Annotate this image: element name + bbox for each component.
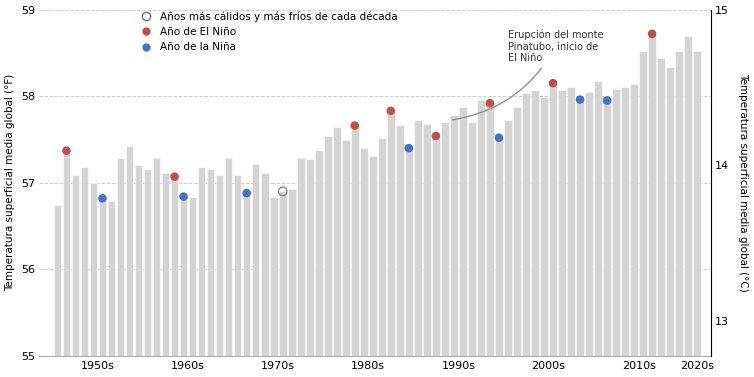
Point: [646, 31, 658, 37]
Bar: [188, 196, 196, 356]
Point: [601, 97, 613, 103]
Bar: [63, 151, 70, 356]
Bar: [405, 148, 412, 356]
Bar: [459, 107, 467, 356]
Point: [349, 123, 361, 129]
Bar: [90, 183, 97, 356]
Bar: [657, 58, 665, 356]
Bar: [414, 120, 421, 356]
Bar: [234, 175, 241, 356]
Bar: [144, 169, 152, 356]
Bar: [567, 87, 575, 356]
Point: [484, 100, 496, 106]
Bar: [161, 173, 170, 356]
Bar: [685, 35, 692, 356]
Point: [385, 108, 397, 114]
Bar: [378, 138, 385, 356]
Bar: [468, 122, 476, 356]
Bar: [676, 51, 683, 356]
Bar: [306, 159, 314, 356]
Bar: [54, 205, 61, 356]
Bar: [324, 136, 332, 356]
Bar: [261, 173, 268, 356]
Bar: [495, 138, 503, 356]
Bar: [279, 192, 287, 356]
Bar: [270, 196, 277, 356]
Point: [177, 193, 189, 199]
Bar: [612, 89, 620, 356]
Point: [574, 97, 586, 103]
Bar: [252, 164, 259, 356]
Bar: [423, 124, 431, 356]
Bar: [387, 111, 394, 356]
Bar: [486, 103, 494, 356]
Bar: [477, 100, 485, 356]
Bar: [333, 127, 341, 356]
Bar: [639, 51, 647, 356]
Bar: [81, 167, 88, 356]
Bar: [558, 90, 566, 356]
Bar: [117, 158, 124, 356]
Bar: [594, 81, 602, 356]
Bar: [108, 201, 115, 356]
Point: [403, 145, 415, 151]
Bar: [288, 189, 296, 356]
Bar: [603, 100, 611, 356]
Bar: [207, 169, 214, 356]
Bar: [549, 83, 557, 356]
Point: [493, 135, 505, 141]
Bar: [216, 175, 223, 356]
Y-axis label: Temperatura superficial media global (°F): Temperatura superficial media global (°F…: [5, 74, 16, 291]
Bar: [297, 158, 305, 356]
Bar: [342, 140, 350, 356]
Bar: [441, 122, 449, 356]
Point: [547, 80, 559, 86]
Bar: [72, 175, 79, 356]
Bar: [513, 107, 521, 356]
Point: [169, 174, 181, 180]
Bar: [523, 93, 530, 356]
Bar: [198, 167, 205, 356]
Y-axis label: Temperatura superficial media global (°C): Temperatura superficial media global (°C…: [738, 74, 749, 292]
Bar: [531, 90, 539, 356]
Point: [430, 133, 442, 139]
Bar: [179, 196, 188, 356]
Bar: [360, 148, 368, 356]
Bar: [315, 150, 323, 356]
Bar: [396, 125, 403, 356]
Bar: [351, 126, 359, 356]
Point: [97, 195, 109, 201]
Bar: [153, 158, 161, 356]
Bar: [694, 51, 701, 356]
Bar: [225, 158, 232, 356]
Bar: [504, 120, 512, 356]
Bar: [667, 67, 674, 356]
Bar: [621, 87, 629, 356]
Bar: [243, 193, 250, 356]
Bar: [540, 97, 548, 356]
Point: [60, 148, 72, 154]
Bar: [585, 92, 593, 356]
Bar: [99, 198, 106, 356]
Bar: [369, 156, 377, 356]
Bar: [576, 100, 584, 356]
Point: [241, 190, 253, 196]
Bar: [450, 115, 458, 356]
Legend: Años más cálidos y más fríos de cada década, Año de El Niño, Año de la Niña: Años más cálidos y más fríos de cada déc…: [135, 11, 398, 52]
Bar: [432, 136, 440, 356]
Bar: [135, 166, 143, 356]
Bar: [126, 146, 133, 356]
Text: Erupción del monte
Pinatubo, inicio de
El Niño: Erupción del monte Pinatubo, inicio de E…: [452, 29, 603, 120]
Bar: [170, 177, 179, 356]
Point: [277, 188, 289, 195]
Bar: [630, 84, 638, 356]
Bar: [648, 34, 656, 356]
